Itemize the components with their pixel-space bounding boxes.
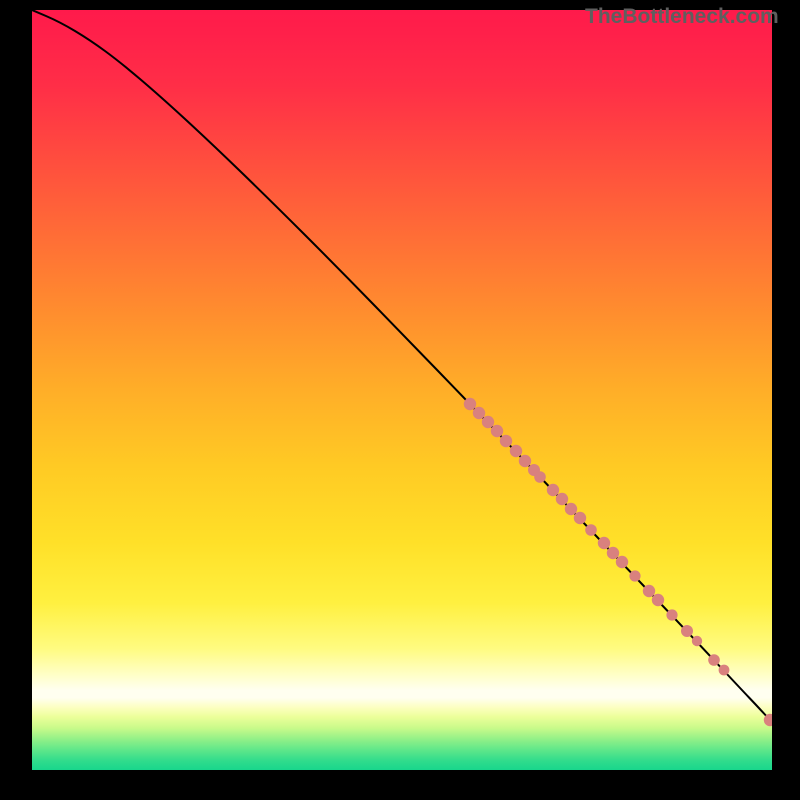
curve-marker xyxy=(565,503,577,515)
curve-marker xyxy=(473,407,485,419)
curve-marker xyxy=(519,455,531,467)
chart-svg xyxy=(0,0,800,800)
curve-marker xyxy=(491,425,503,437)
curve-marker xyxy=(556,493,568,505)
curve-marker xyxy=(666,609,677,620)
curve-marker xyxy=(708,654,720,666)
curve-marker xyxy=(652,594,664,606)
curve-marker xyxy=(482,416,494,428)
chart-frame: TheBottleneck.com xyxy=(0,0,800,800)
plot-background xyxy=(32,10,772,770)
curve-marker xyxy=(629,570,640,581)
curve-marker xyxy=(585,524,597,536)
curve-marker xyxy=(534,471,546,483)
curve-marker xyxy=(574,512,586,524)
curve-marker xyxy=(607,547,619,559)
curve-marker xyxy=(764,714,776,726)
curve-marker xyxy=(616,556,628,568)
watermark-text: TheBottleneck.com xyxy=(585,5,779,29)
curve-marker xyxy=(643,585,655,597)
curve-marker xyxy=(464,398,476,410)
curve-marker xyxy=(547,484,559,496)
curve-marker xyxy=(510,445,522,457)
curve-marker xyxy=(598,537,610,549)
curve-marker xyxy=(692,636,702,646)
curve-marker xyxy=(500,435,512,447)
curve-marker xyxy=(719,665,730,676)
curve-marker xyxy=(681,625,693,637)
